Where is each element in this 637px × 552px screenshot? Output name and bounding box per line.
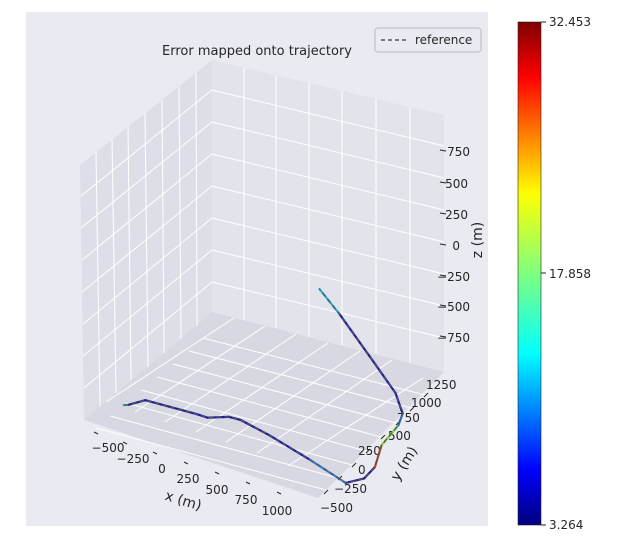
chart-title: Error mapped onto trajectory [162, 44, 352, 59]
z-tick-labels: 750 500 250 0 −250 −500 −750 [437, 145, 470, 345]
reference-line [123, 288, 404, 484]
x-tick-label: 1000 [262, 504, 293, 518]
x-tick-label: 500 [206, 483, 229, 497]
trajectory-segment [394, 391, 404, 415]
y-tick-label: 1000 [411, 396, 442, 410]
y-tick-label: −250 [334, 482, 367, 496]
z-tick-label: −250 [437, 270, 470, 284]
z-tick-label: 750 [447, 145, 470, 159]
floor-pane [84, 312, 444, 498]
y-tick-label: 1250 [426, 378, 457, 392]
z-tick-label: 500 [445, 177, 468, 191]
z-axis-label: z (m) [470, 222, 486, 258]
x-tick-label: −500 [92, 441, 125, 455]
legend: reference [374, 27, 482, 53]
back-pane [212, 60, 444, 372]
y-tick-label: 250 [358, 444, 381, 458]
z-tick-label: −500 [437, 300, 470, 314]
colorbar-min-label: 3.264 [549, 518, 583, 532]
y-tick-label: 0 [358, 463, 366, 477]
x-tick-labels: −500 −250 0 250 500 750 1000 [92, 441, 293, 518]
colorbar-mid-label: 17.858 [549, 267, 591, 281]
left-grid [80, 72, 213, 407]
z-tick-label: 0 [452, 239, 460, 253]
y-tick-label: 500 [388, 429, 411, 443]
x-tick-label: −250 [117, 452, 150, 466]
z-tick-label: 250 [445, 208, 468, 222]
legend-reference-label: reference [415, 33, 472, 47]
floor-grid [95, 317, 426, 491]
legend-box [374, 27, 482, 53]
x-tick-label: 250 [177, 472, 200, 486]
colorbar-max-label: 32.453 [549, 15, 591, 29]
back-grid [211, 68, 445, 363]
x-tick-label: 750 [235, 493, 258, 507]
colorbar [517, 21, 542, 526]
z-tick-label: −750 [437, 331, 470, 345]
y-tick-labels: −500 −250 0 250 500 750 1000 1250 [320, 378, 457, 515]
x-tick-label: 0 [158, 462, 166, 476]
y-tick-label: −500 [320, 501, 353, 515]
